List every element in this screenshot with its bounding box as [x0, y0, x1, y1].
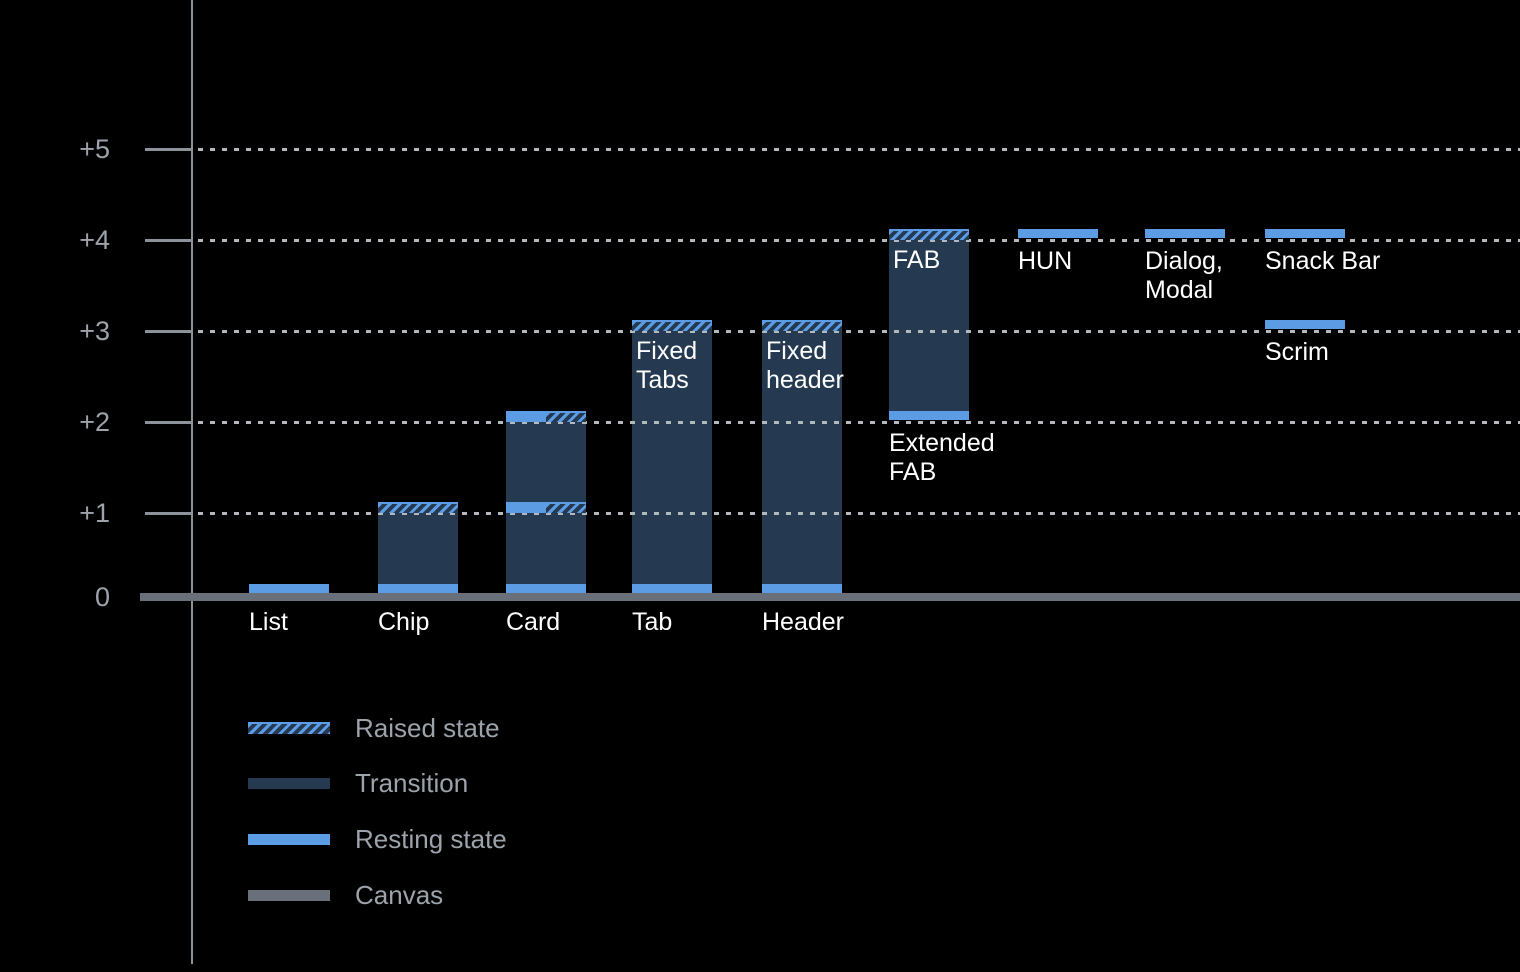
y-tick-label-0: 0 [94, 582, 110, 612]
y-tick-4 [145, 239, 193, 242]
bar-card-split-1 [506, 502, 586, 513]
bar-card-raised-half-1 [546, 502, 586, 513]
legend-item-transition: Transition [248, 767, 468, 799]
bar-header-resting-0 [762, 584, 842, 593]
bar-dialog-modal-resting-4 [1145, 229, 1225, 238]
y-tick-3 [145, 330, 193, 333]
bar-chip-raised-1 [378, 502, 458, 513]
y-tick-label-3: +3 [79, 316, 110, 346]
bar-card-resting-half-1 [506, 502, 546, 513]
bar-label-hun: HUN [1018, 247, 1073, 275]
gridline-5 [198, 148, 1520, 151]
bar-hun-resting-4 [1018, 229, 1098, 238]
canvas-baseline [140, 593, 1520, 601]
bar-header-raised-3 [762, 320, 842, 331]
legend-label-canvas: Canvas [355, 880, 444, 910]
bar-label-fixed-tabs: Fixed Tabs [636, 337, 698, 394]
y-tick-1 [145, 512, 193, 515]
legend-item-canvas: Canvas [248, 879, 443, 911]
bar-tab-transition [632, 331, 712, 593]
bar-label-tab: Tab [632, 608, 673, 636]
bar-label-dialog-modal: Dialog, Modal [1145, 247, 1223, 304]
bar-snack-bar-scrim-resting-4 [1265, 229, 1345, 238]
bar-fab-raised-4 [889, 229, 969, 240]
y-tick-label-1: +1 [79, 498, 110, 528]
bar-label-card: Card [506, 608, 561, 636]
bar-header-transition [762, 331, 842, 593]
gridline-1 [198, 512, 1520, 515]
y-tick-2 [145, 421, 193, 424]
bar-label-list: List [249, 608, 288, 636]
canvas-swatch [248, 889, 330, 901]
bar-label-extended-fab: Extended FAB [889, 429, 995, 486]
bar-tab-resting-0 [632, 584, 712, 593]
y-axis-line [191, 0, 193, 964]
legend-label-resting-state: Resting state [355, 824, 507, 854]
bar-label-fab: FAB [893, 246, 941, 274]
bar-label-snack-bar: Snack Bar [1265, 247, 1381, 275]
y-tick-label-5: +5 [79, 134, 110, 164]
gridline-2 [198, 421, 1520, 424]
gridline-4 [198, 239, 1520, 242]
bar-label-fixed-header: Fixed header [766, 337, 844, 394]
bar-snack-bar-scrim-resting-3 [1265, 320, 1345, 329]
y-tick-label-4: +4 [79, 225, 110, 255]
bar-card-resting-half-2 [506, 411, 546, 422]
bar-tab-raised-3 [632, 320, 712, 331]
legend-label-transition: Transition [355, 768, 469, 798]
bar-list-resting-0 [249, 584, 329, 593]
bar-label-chip: Chip [378, 608, 430, 636]
bar-card-split-2 [506, 411, 586, 422]
bar-card-raised-half-2 [546, 411, 586, 422]
legend-item-resting-state: Resting state [248, 823, 507, 855]
transition-swatch [248, 777, 330, 789]
resting-state-swatch [248, 833, 330, 845]
legend-label-raised-state: Raised state [355, 713, 500, 743]
bar-chip-resting-0 [378, 584, 458, 593]
bar-label-header: Header [762, 608, 844, 636]
bar-label-scrim: Scrim [1265, 338, 1329, 366]
legend: Raised state Transition Resting state Ca… [248, 712, 648, 932]
bar-fab-resting-2 [889, 411, 969, 420]
y-tick-5 [145, 148, 193, 151]
y-tick-label-2: +2 [79, 407, 110, 437]
raised-state-swatch [248, 722, 330, 734]
legend-item-raised-state: Raised state [248, 712, 500, 744]
bar-chip-transition [378, 513, 458, 593]
bar-card-resting-0 [506, 584, 586, 593]
gridline-3 [198, 330, 1520, 333]
